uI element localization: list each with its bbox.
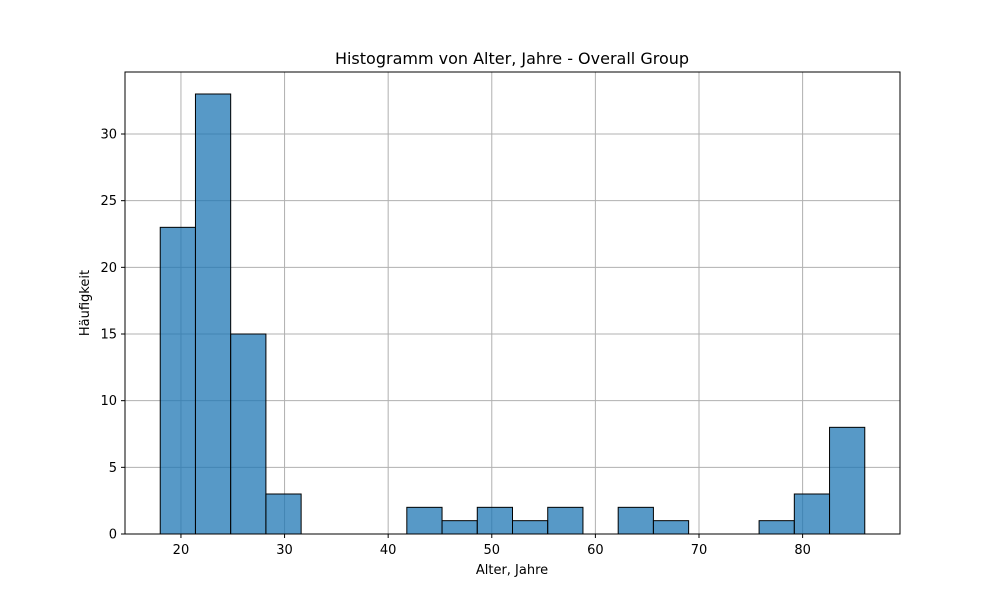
x-tick-label: 70	[691, 543, 708, 558]
histogram-bar	[194, 93, 232, 535]
histogram-bar	[793, 493, 831, 535]
histogram-bar	[547, 506, 584, 535]
histogram-bar	[617, 506, 654, 535]
y-tick-label: 30	[100, 128, 117, 143]
x-tick-label: 50	[484, 543, 501, 558]
histogram-bar	[406, 506, 443, 535]
histogram-bar	[758, 520, 795, 535]
x-tick-label: 30	[276, 543, 293, 558]
chart-title: Histogramm von Alter, Jahre - Overall Gr…	[335, 49, 689, 68]
histogram-bar	[652, 520, 690, 535]
y-tick-label: 25	[100, 194, 117, 209]
y-tick-label: 5	[109, 461, 117, 476]
bars	[159, 93, 866, 535]
x-axis-label: Alter, Jahre	[476, 563, 548, 578]
plot-frame	[124, 71, 901, 535]
histogram-bar	[829, 426, 866, 535]
x-tick-label: 60	[587, 543, 604, 558]
x-tick-label: 20	[173, 543, 190, 558]
y-tick-label: 10	[100, 394, 117, 409]
histogram-bar	[476, 506, 514, 535]
x-tick-label: 80	[794, 543, 811, 558]
y-axis-label: Häufigkeit	[78, 270, 93, 336]
histogram-bar	[441, 520, 478, 535]
histogram-bar	[230, 333, 267, 535]
histogram-bar	[265, 493, 302, 535]
histogram-bar	[512, 520, 549, 535]
y-tick-label: 15	[100, 328, 117, 343]
y-tick-label: 0	[109, 528, 117, 543]
histogram-bar	[159, 226, 196, 535]
x-axis-ticks: 20 30 40 50 60 70 80	[173, 534, 811, 558]
y-tick-label: 20	[100, 261, 117, 276]
x-tick-label: 40	[380, 543, 397, 558]
y-axis-ticks: 0 5 10 15 20 25 30	[100, 128, 125, 543]
